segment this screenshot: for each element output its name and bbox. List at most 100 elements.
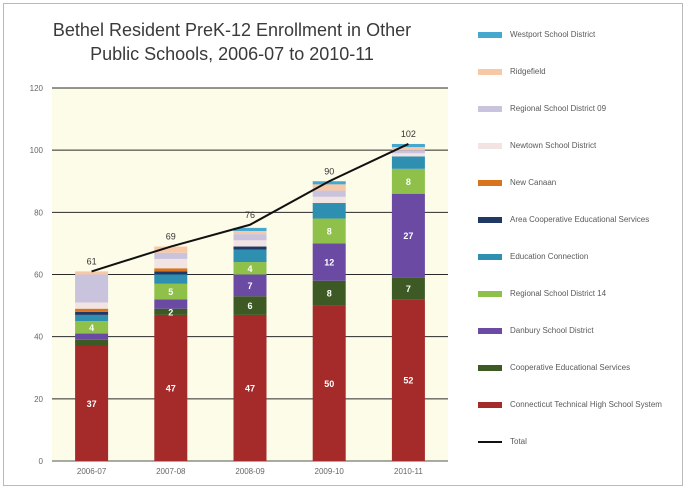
- data-label: 47: [245, 383, 255, 393]
- bar-segment: [312, 243, 346, 281]
- legend-swatch: [478, 254, 502, 260]
- legend-swatch: [478, 291, 502, 297]
- data-label: 12: [324, 258, 334, 268]
- legend-label: Cooperative Educational Services: [510, 363, 631, 372]
- bar-segment: [154, 258, 188, 269]
- chart-title-line-2: Public Schools, 2006-07 to 2010-11: [90, 44, 374, 64]
- x-tick-label: 2009-10: [315, 467, 345, 476]
- legend-item: Regional School District 09: [478, 102, 683, 115]
- bar-segment: [75, 339, 109, 346]
- data-label: 27: [403, 231, 413, 241]
- legend-label: Area Cooperative Educational Services: [510, 215, 650, 224]
- x-tick-label: 2006-07: [77, 467, 107, 476]
- total-line: [91, 143, 409, 273]
- bar-segment: [75, 311, 109, 315]
- data-label: 8: [327, 226, 332, 236]
- bar-segment: [391, 168, 425, 194]
- y-tick-label: 80: [34, 208, 43, 217]
- legend-item: Westport School District: [478, 28, 683, 41]
- legend-label: Ridgefield: [510, 67, 546, 76]
- y-tick-label: 20: [34, 395, 43, 404]
- bar-segment: [312, 196, 346, 204]
- legend-swatch: [478, 328, 502, 334]
- total-label: 102: [401, 129, 416, 139]
- y-tick-label: 0: [39, 457, 44, 466]
- legend-item: Cooperative Educational Services: [478, 361, 683, 374]
- legend-swatch: [478, 402, 502, 408]
- legend-label: Education Connection: [510, 252, 589, 261]
- legend-label: Newtown School District: [510, 141, 597, 150]
- bar-segment: [233, 274, 267, 297]
- bar-segment: [233, 296, 267, 315]
- legend-swatch: [478, 32, 502, 38]
- bar-segment: [75, 321, 109, 334]
- legend-label: Regional School District 14: [510, 289, 607, 298]
- data-label: 8: [406, 177, 411, 187]
- legend-label: Total: [510, 437, 527, 446]
- legend-label: Regional School District 09: [510, 104, 607, 113]
- total-label: 69: [166, 232, 176, 242]
- bar-segment: [391, 277, 425, 300]
- bar-segment: [154, 271, 188, 275]
- bar-segment: [154, 274, 188, 284]
- bar-segment: [75, 302, 109, 309]
- legend-swatch: [478, 69, 502, 75]
- bar-segment: [391, 193, 425, 278]
- data-label: 37: [87, 399, 97, 409]
- legend-item: Education Connection: [478, 250, 683, 263]
- legend-item: Newtown School District: [478, 139, 683, 152]
- bar-segment: [233, 314, 267, 461]
- bar-segment: [154, 283, 188, 300]
- bar-segment: [233, 230, 267, 235]
- total-label: 90: [324, 166, 334, 176]
- bar-segment: [154, 268, 188, 272]
- data-label: 7: [247, 281, 252, 291]
- legend-swatch: [478, 180, 502, 186]
- bar-segment: [233, 262, 267, 275]
- y-tick-label: 60: [34, 271, 43, 280]
- bar-segment: [391, 299, 425, 461]
- bar-segment: [233, 246, 267, 250]
- legend-item: Danbury School District: [478, 324, 683, 337]
- legend-item: Regional School District 14: [478, 287, 683, 300]
- chart-title: Bethel Resident PreK-12 Enrollment in Ot…: [12, 18, 452, 66]
- legend-item: Area Cooperative Educational Services: [478, 213, 683, 226]
- legend-label: Westport School District: [510, 30, 596, 39]
- bar-segment: [312, 190, 346, 197]
- x-tick-label: 2010-11: [394, 467, 423, 476]
- legend-label: New Canaan: [510, 178, 557, 187]
- y-tick-label: 120: [30, 84, 44, 93]
- bar-segment: [75, 308, 109, 312]
- bar-segment: [233, 227, 267, 231]
- bar-segment: [312, 184, 346, 191]
- data-label: 7: [406, 284, 411, 294]
- legend-label: Danbury School District: [510, 326, 594, 335]
- bar-segment: [391, 150, 425, 154]
- bar-segment: [154, 308, 188, 315]
- bar-segment: [312, 280, 346, 306]
- total-label: 61: [87, 256, 97, 266]
- bar-segment: [154, 299, 188, 309]
- bar-segment: [233, 249, 267, 263]
- bar-segment: [154, 252, 188, 259]
- bar-segment: [75, 274, 109, 303]
- legend-swatch: [478, 365, 502, 371]
- bar-segment: [391, 147, 425, 151]
- bar-segment: [75, 345, 109, 461]
- bar-segment: [233, 240, 267, 247]
- legend-swatch: [478, 217, 502, 223]
- legend-swatch: [478, 106, 502, 112]
- legend-item: Ridgefield: [478, 65, 683, 78]
- total-label: 76: [245, 210, 255, 220]
- legend-swatch: [478, 441, 502, 443]
- bar-segment: [75, 333, 109, 340]
- bar-segment: [312, 305, 346, 461]
- bar-segment: [312, 203, 346, 219]
- data-label: 50: [324, 379, 334, 389]
- bar-segment: [312, 218, 346, 244]
- data-label: 52: [403, 376, 413, 386]
- x-tick-label: 2008-09: [235, 467, 265, 476]
- bar-segment: [75, 271, 109, 275]
- legend-item: New Canaan: [478, 176, 683, 189]
